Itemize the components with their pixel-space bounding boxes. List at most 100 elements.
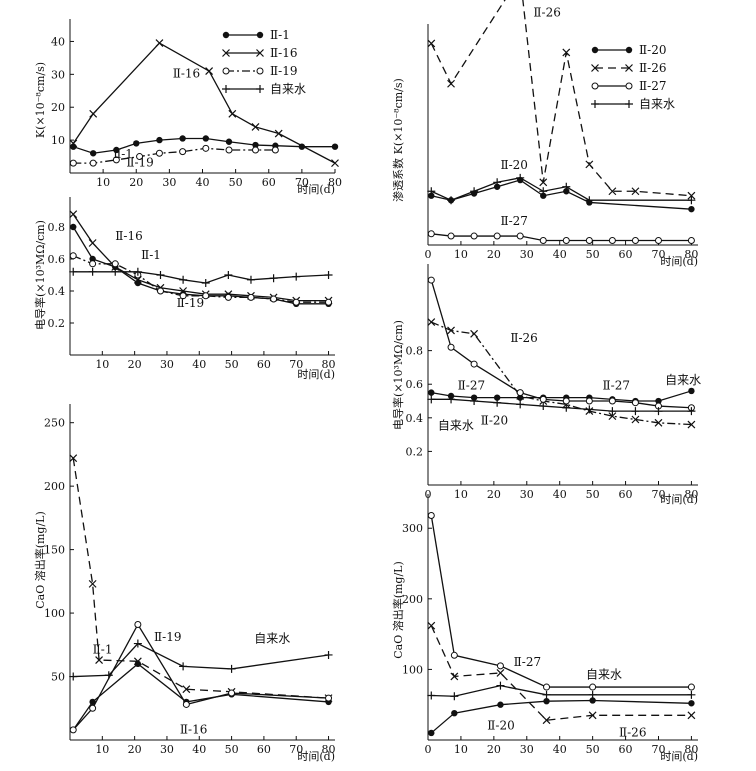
series-1: [70, 135, 339, 157]
series-line: [431, 321, 692, 426]
data-point: [156, 136, 163, 144]
x-tick-label: 0: [425, 743, 432, 756]
data-point: [608, 407, 617, 416]
x-tick-label: 10: [95, 358, 109, 371]
x-tick-label: 10: [454, 248, 468, 261]
data-point: [588, 711, 597, 720]
data-point: [608, 187, 617, 196]
x-tick-label: 60: [619, 248, 633, 261]
annotation: Ⅱ-16: [173, 67, 200, 81]
data-point: [134, 621, 142, 628]
annotation: Ⅱ-20: [487, 718, 514, 732]
data-point: [493, 398, 502, 407]
x-tick-label: 60: [262, 176, 276, 189]
data-point: [69, 159, 77, 167]
data-point: [155, 149, 163, 157]
series-4: [69, 639, 333, 681]
data-point: [687, 683, 695, 691]
data-point: [89, 704, 97, 712]
annotation: Ⅱ-16: [180, 723, 207, 737]
x-tick-label: 20: [129, 176, 143, 189]
annotation: Ⅱ-27: [500, 214, 527, 228]
data-point: [113, 146, 120, 154]
data-point: [631, 399, 639, 407]
data-point: [539, 402, 548, 411]
data-point: [269, 274, 278, 283]
data-point: [447, 79, 455, 88]
annotation: Ⅱ-20: [481, 414, 508, 428]
chart-panel-2: 10 20 30 40 50 60 70 80 0.2 0.4 0.6 0.8电导率(×10³MΩ/c…: [33, 197, 336, 381]
x-tick-label: 20: [487, 488, 501, 501]
data-point: [89, 159, 97, 167]
annotation: 自来水: [254, 631, 290, 645]
legend-marker: [222, 85, 230, 93]
x-tick-label: 10: [454, 743, 468, 756]
data-point: [88, 239, 97, 247]
y-tick-label: 20: [51, 101, 65, 114]
x-tick-label: 10: [96, 176, 110, 189]
data-point: [427, 230, 435, 238]
data-point: [112, 156, 120, 164]
data-point: [89, 109, 98, 118]
data-point: [542, 690, 551, 699]
legend-label: 自来水: [639, 97, 675, 111]
x-tick-label: 50: [225, 358, 239, 371]
data-point: [69, 139, 78, 148]
data-point: [493, 178, 502, 187]
data-point: [89, 698, 96, 706]
series-line: [431, 177, 692, 201]
y-tick-label: 300: [402, 522, 423, 535]
data-point: [182, 700, 190, 708]
x-tick-label: 20: [128, 358, 142, 371]
data-point: [654, 407, 663, 416]
data-point: [69, 672, 78, 681]
series-2: [427, 621, 696, 725]
x-tick-label: 0: [425, 248, 432, 261]
data-point: [539, 395, 547, 403]
data-point: [450, 672, 459, 681]
y-axis-label: 电导率(×10³MΩ/cm): [391, 320, 405, 430]
annotation: Ⅱ-19: [177, 296, 204, 310]
data-point: [427, 187, 436, 196]
legend-marker: [591, 100, 599, 108]
x-tick-label: 80: [684, 743, 698, 756]
legend-marker: [256, 49, 264, 57]
legend-label: Ⅱ-19: [270, 64, 297, 78]
data-point: [516, 400, 525, 409]
data-point: [562, 397, 570, 405]
data-point: [631, 187, 640, 196]
y-tick-label: 40: [51, 35, 65, 48]
x-axis-label: 时间(d): [660, 255, 698, 268]
data-point: [493, 394, 501, 401]
data-point: [428, 389, 435, 396]
legend-marker: [256, 85, 264, 93]
data-point: [687, 711, 696, 720]
x-tick-label: 50: [586, 488, 600, 501]
series-1: [70, 223, 332, 307]
data-point: [497, 701, 504, 708]
data-point: [201, 279, 210, 287]
data-point: [224, 293, 232, 301]
series-line: [72, 42, 336, 164]
data-point: [608, 397, 616, 405]
series-line: [430, 699, 692, 734]
data-point: [516, 232, 524, 240]
series-line: [73, 271, 329, 284]
legend-marker: [591, 64, 599, 72]
series-3: [69, 144, 279, 167]
series-3: [427, 230, 695, 245]
x-tick-label: 50: [586, 248, 600, 261]
data-point: [687, 237, 695, 245]
x-tick-label: 80: [322, 743, 336, 756]
data-point: [631, 407, 640, 416]
y-tick-label: 0.8: [406, 345, 424, 358]
series-line: [72, 213, 329, 302]
series-line: [73, 642, 329, 678]
data-point: [133, 140, 140, 147]
annotation: Ⅱ-1: [141, 248, 161, 262]
data-point: [271, 146, 279, 154]
data-point: [543, 683, 551, 691]
data-point: [539, 187, 548, 196]
x-axis-label: 时间(d): [660, 750, 698, 763]
data-point: [133, 657, 142, 666]
